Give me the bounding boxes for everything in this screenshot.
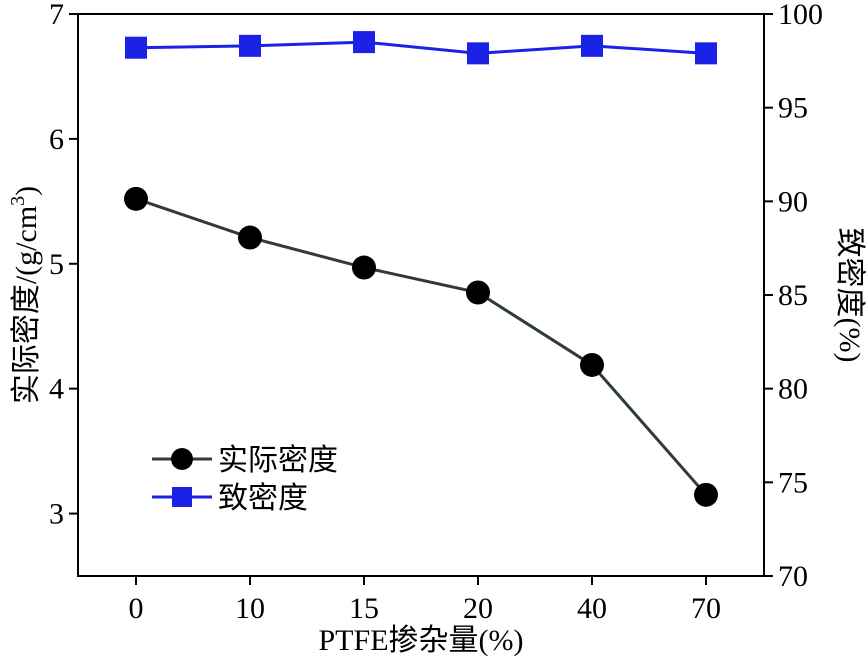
legend-label: 实际密度 [218,444,338,477]
axis-ticks: 0 10 15 20 40 70 3 4 5 6 7 70 75 80 85 90 95 100 [49,0,823,625]
data-point-circle [694,482,718,507]
data-point-square [353,31,375,54]
y-left-tick-label: 6 [49,123,64,156]
legend-label: 致密度 [218,482,308,515]
x-tick-label: 20 [463,592,493,625]
y-left-tick-label: 5 [49,248,64,281]
data-point-circle [124,186,148,211]
data-point-circle [580,352,604,377]
x-tick-label: 15 [349,592,379,625]
data-point-square [467,42,489,65]
y-right-tick-label: 100 [778,0,823,31]
y-axis-left-title: 实际密度/(g/cm3) [7,186,43,404]
x-tick-label: 0 [129,592,144,625]
data-point-square [125,36,147,59]
data-point-square [239,34,261,57]
series-line-2 [135,40,707,55]
x-axis-title: PTFE掺杂量(%) [319,624,524,657]
data-point-square [695,42,717,65]
series-layer [124,31,718,507]
y-axis-left-title-main: 实际密度/(g/cm [10,206,43,404]
y-left-tick-label: 3 [49,498,64,531]
legend-marker-square [172,487,192,507]
y-right-tick-label: 75 [778,466,808,499]
data-point-circle [466,280,490,305]
y-left-tick-label: 4 [49,373,64,406]
y-axis-left-title-sup: 3 [7,196,29,206]
x-tick-label: 40 [577,592,607,625]
x-tick-label: 10 [235,592,265,625]
y-axis-left-title-close: ) [10,186,43,196]
x-tick-label: 70 [691,592,721,625]
y-left-tick-label: 7 [49,0,64,31]
y-right-tick-label: 95 [778,92,808,125]
series-line-1 [135,197,708,496]
y-right-tick-label: 85 [778,279,808,312]
data-point-square [581,34,603,57]
y-right-tick-label: 70 [778,560,808,593]
y-right-tick-label: 80 [778,373,808,406]
data-point-circle [238,225,262,250]
data-point-circle [352,255,376,280]
y-axis-right-title: 致密度(%) [833,228,866,363]
legend-marker-circle [171,448,193,470]
y-right-tick-label: 90 [778,185,808,218]
